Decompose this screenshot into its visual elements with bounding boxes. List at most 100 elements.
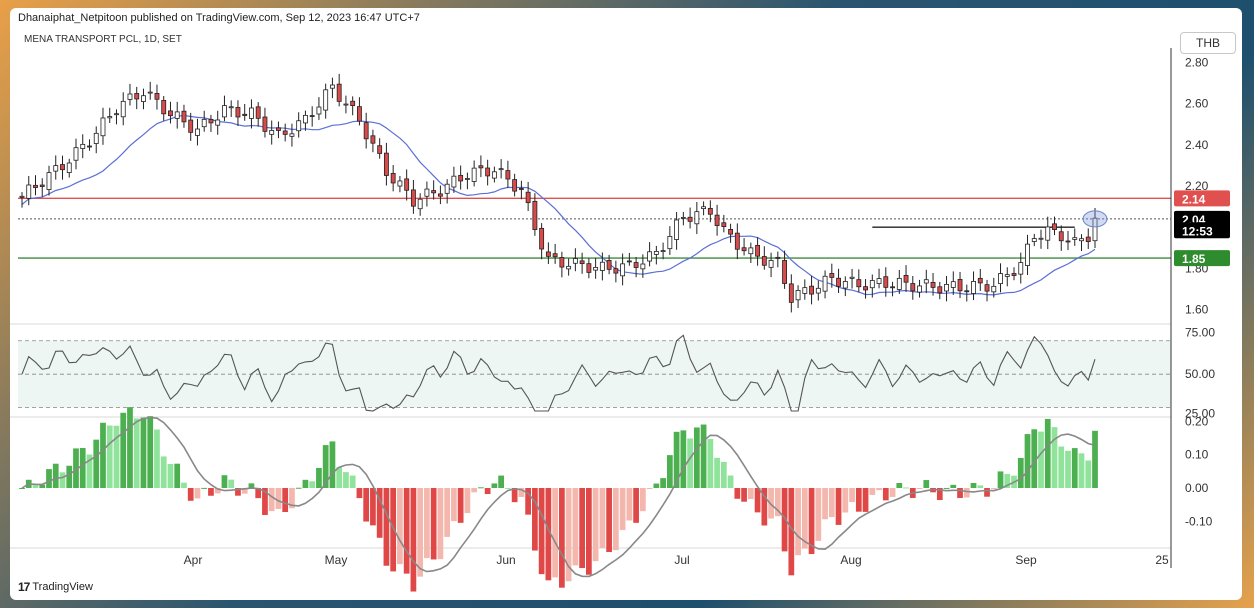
macd-bar: [73, 448, 79, 488]
macd-bar: [639, 488, 646, 512]
symbol-title: MENA TRANSPORT PCL, 1D, SET: [24, 34, 182, 45]
candle-body: [694, 211, 700, 225]
candle-body: [19, 195, 25, 198]
candle-body: [1004, 274, 1010, 277]
macd-bar: [680, 430, 687, 488]
macd-bar: [390, 488, 397, 572]
macd-bar: [46, 469, 52, 488]
candle-body: [208, 118, 214, 124]
candle-body: [545, 251, 551, 257]
candle-body: [80, 143, 86, 149]
macd-bar: [660, 478, 666, 488]
candle-body: [390, 173, 396, 184]
currency-button[interactable]: THB: [1180, 32, 1236, 54]
candle-body: [161, 100, 167, 115]
candle-body: [120, 100, 126, 118]
macd-bar: [754, 488, 761, 513]
macd-bar: [781, 488, 788, 552]
candle-body: [721, 222, 727, 227]
candle-body: [1058, 231, 1064, 242]
macd-bar: [950, 484, 957, 488]
macd-bar: [214, 488, 221, 494]
tradingview-logo[interactable]: 17 TradingView: [18, 580, 93, 594]
candle-body: [377, 145, 383, 154]
candle-body: [336, 83, 342, 102]
macd-bar: [19, 488, 25, 489]
price-tick-label: 2.60: [1185, 97, 1209, 111]
candle-body: [890, 286, 895, 289]
macd-bar: [714, 457, 720, 488]
horizontal-lines: [18, 197, 1171, 259]
macd-bar: [187, 488, 194, 501]
macd-bar: [376, 488, 383, 538]
price-chart[interactable]: 2.802.602.402.201.801.6075.0050.0025.000…: [10, 8, 1242, 600]
candle-body: [289, 133, 295, 137]
candle-body: [559, 257, 565, 268]
macd-bar: [397, 488, 403, 565]
macd-bar: [585, 488, 592, 575]
candle-body: [687, 216, 693, 222]
tradingview-logo-text: TradingView: [32, 581, 93, 593]
candle-body: [593, 267, 599, 271]
time-axis-label: May: [325, 553, 348, 567]
macd-bar: [538, 488, 545, 575]
candle-body: [586, 263, 592, 273]
candle-body: [60, 164, 65, 171]
macd-bar: [52, 463, 59, 488]
macd-bar: [849, 488, 855, 503]
macd-bar: [491, 483, 498, 488]
highlight-circle: [1082, 210, 1108, 228]
candle-body: [141, 95, 146, 102]
macd-bar: [444, 488, 451, 537]
macd-bar: [882, 488, 889, 501]
candle-body: [127, 93, 133, 100]
candle-body: [485, 167, 491, 177]
candle-body: [262, 116, 268, 132]
macd-bar: [559, 488, 565, 588]
candle-body: [1011, 273, 1017, 276]
macd-bar: [545, 488, 552, 581]
candle-body: [512, 179, 518, 192]
candle-body: [910, 283, 916, 292]
candle-body: [93, 132, 99, 144]
candle-body: [930, 281, 936, 288]
time-axis-label: Aug: [840, 553, 861, 567]
candle-body: [53, 165, 59, 172]
publish-info: Dhanaiphat_Netpitoon published on Tradin…: [18, 12, 420, 24]
candle-body: [370, 135, 376, 144]
candle-body: [957, 278, 963, 292]
macd-bar: [606, 488, 612, 553]
candle-body: [647, 251, 653, 262]
candle-body: [255, 106, 261, 119]
macd-bar: [154, 429, 160, 488]
rsi-line: [21, 334, 1096, 412]
candle-body: [667, 236, 673, 250]
candle-body: [242, 113, 248, 116]
candle-body: [303, 114, 308, 124]
macd-bar: [59, 472, 66, 488]
candle-body: [984, 284, 990, 292]
macd-bar: [403, 488, 410, 574]
macd-bar: [1004, 474, 1011, 488]
candle-body: [849, 276, 855, 279]
macd-bar: [113, 425, 120, 488]
candle-body: [633, 262, 639, 268]
candle-body: [363, 122, 369, 140]
candle-body: [815, 287, 821, 294]
macd-bar: [93, 439, 100, 488]
macd-bar: [66, 465, 73, 488]
candle-body: [1018, 262, 1024, 275]
macd-bar: [626, 488, 633, 521]
macd-bar: [734, 488, 741, 499]
macd-bar: [693, 427, 700, 488]
candle-body: [917, 285, 922, 293]
candle-body: [1052, 223, 1057, 231]
macd-bar: [572, 488, 579, 566]
macd-bar: [417, 488, 424, 577]
macd-bar: [39, 484, 46, 488]
macd-bar: [747, 488, 754, 500]
macd-bar: [828, 488, 835, 518]
macd-bar: [619, 488, 626, 531]
macd-bar: [774, 488, 781, 517]
price-label-box: [1174, 250, 1230, 267]
